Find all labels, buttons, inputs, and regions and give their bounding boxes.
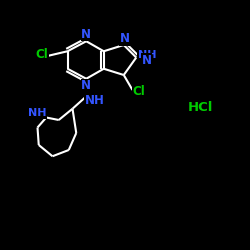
- Text: Cl: Cl: [36, 48, 48, 62]
- Text: N: N: [120, 32, 130, 45]
- Text: N: N: [81, 28, 91, 41]
- Text: N: N: [142, 54, 152, 66]
- Text: HCl: HCl: [187, 101, 213, 114]
- Text: Cl: Cl: [132, 85, 145, 98]
- Text: NH: NH: [85, 94, 105, 107]
- Text: NH: NH: [138, 50, 156, 59]
- Text: NH: NH: [28, 108, 47, 118]
- Text: N: N: [81, 79, 91, 92]
